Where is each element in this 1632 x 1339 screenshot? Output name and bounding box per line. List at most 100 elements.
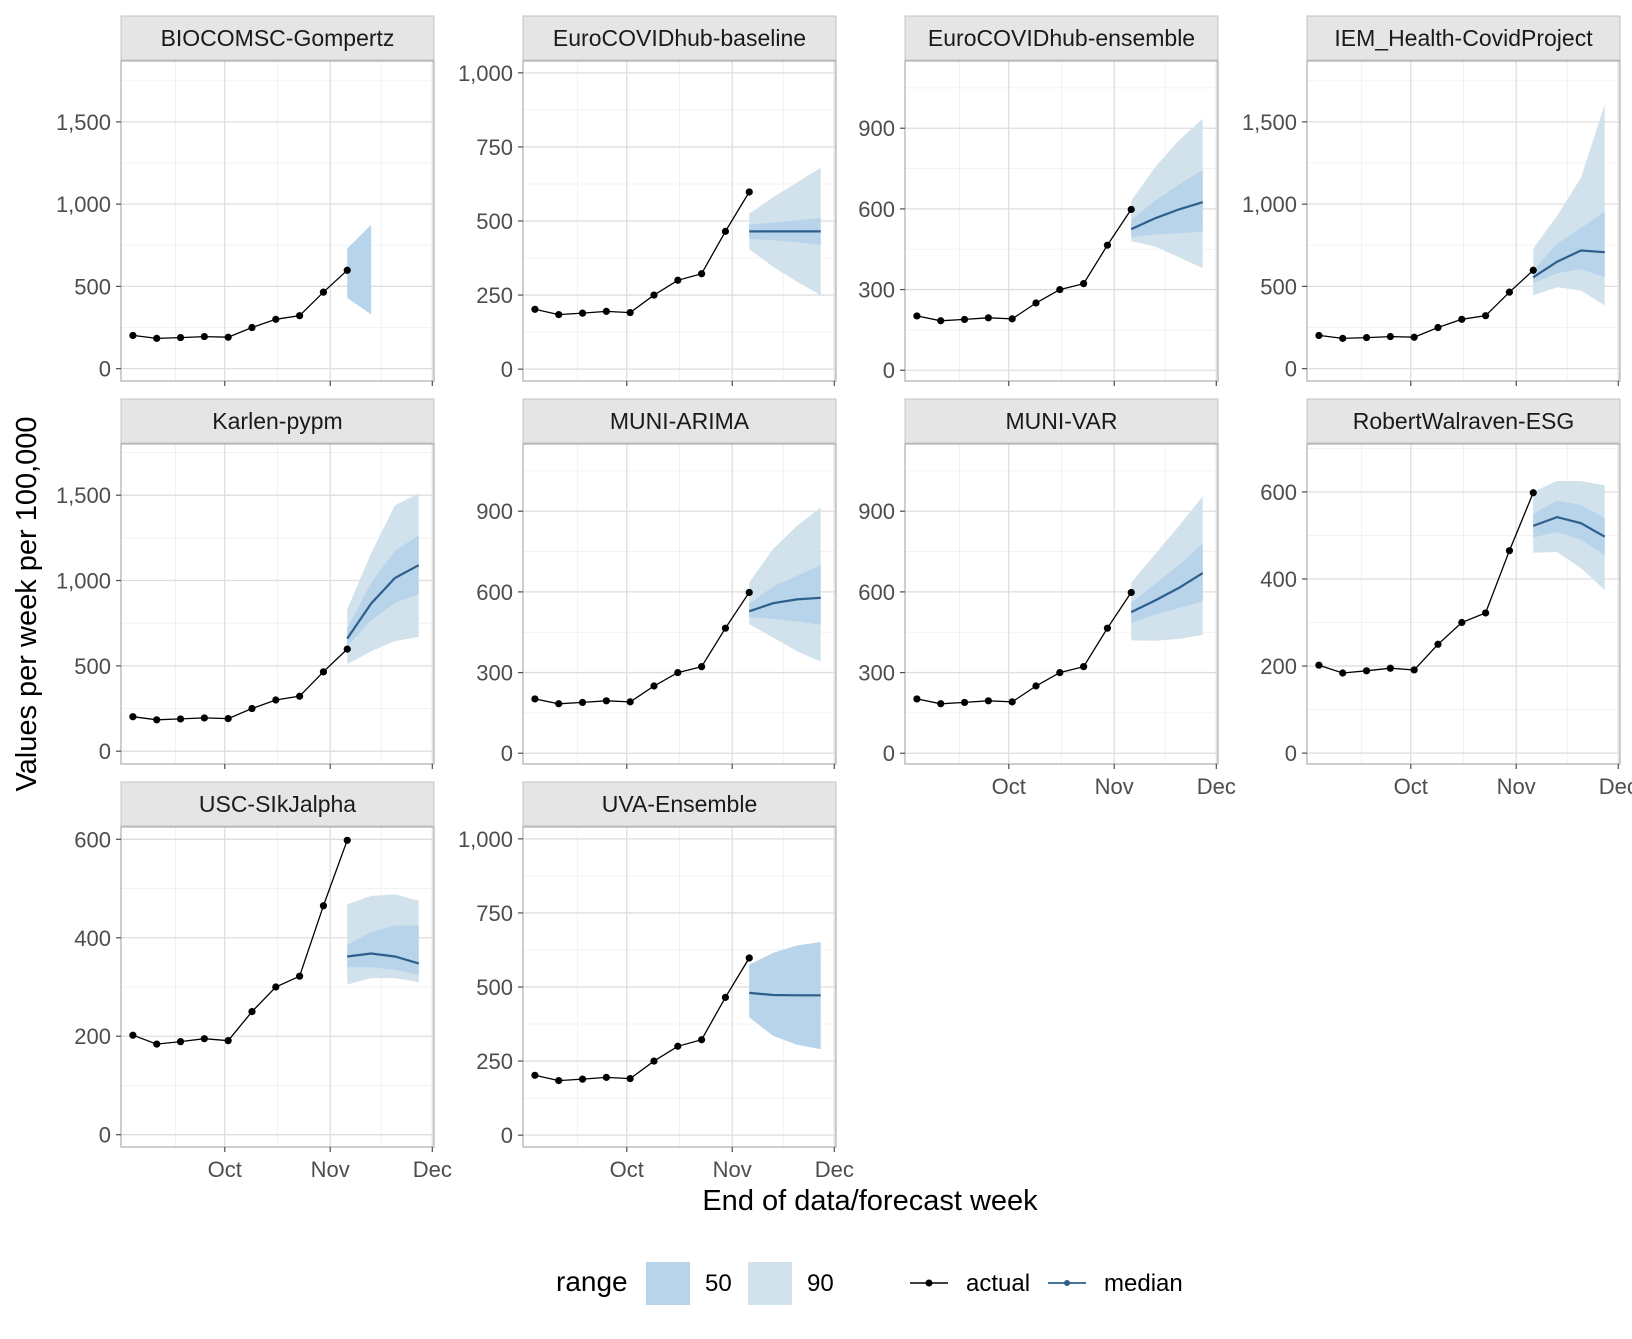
actual-line [916,592,1132,705]
y-tick-label: 750 [476,901,513,926]
actual-point [1339,334,1347,342]
actual-point [1315,331,1323,340]
median-line [1532,515,1606,538]
actual-line [132,648,348,721]
y-tick-label: 600 [74,827,111,852]
median-line [1532,249,1605,279]
actual-point [1386,332,1394,341]
x-tick-label: Nov [713,1157,752,1182]
facet-title: RobertWalraven-ESG [1353,408,1575,434]
actual-point [937,700,945,708]
actual-point [745,588,753,597]
facet-title: BIOCOMSC-Gompertz [161,25,395,51]
y-tick-label: 1,000 [458,61,513,86]
actual-point [984,314,992,322]
actual-point [272,983,280,991]
actual-point [1410,333,1418,341]
x-axis-title: End of data/forecast week [702,1185,1038,1217]
actual-point [319,288,328,296]
actual-point [555,700,563,708]
actual-point [1505,547,1514,555]
actual-point [602,307,610,315]
actual-point [200,1035,208,1043]
actual-point [1103,241,1112,249]
y-tick-label: 600 [476,580,513,605]
actual-point [913,312,921,320]
y-tick-label: 900 [858,499,895,524]
legend-swatch-50 [646,1262,690,1305]
median-line [749,991,821,997]
facet-strip [522,781,837,827]
x-tick-label: Oct [208,1157,242,1182]
actual-point [319,668,328,676]
actual-point [1434,640,1442,648]
y-tick-label: 900 [476,499,513,524]
panel-EuroCOVIDhub-baseline: EuroCOVIDhub-baseline 0 250 500 750 1,000 [458,15,837,386]
actual-point [176,333,185,342]
actual-line [1318,269,1534,340]
y-tick-label: 0 [1285,357,1297,382]
y-tick-label: 200 [1260,654,1297,679]
y-tick-label: 500 [74,274,111,299]
panel-BIOCOMSC-Gompertz: BIOCOMSC-Gompertz 0 500 1,000 1,500 [56,15,435,386]
panel-UVA-Ensemble: UVA-Ensemble 0 250 500 750 1,000 Oct Nov Dec [458,781,854,1182]
x-tick-label: Dec [1197,774,1236,799]
panels: BIOCOMSC-Gompertz 0 500 1,000 1,500 EuroCOVID… [56,15,1632,1182]
actual-point [555,311,563,319]
actual-point [721,993,730,1001]
panel-border [1306,60,1621,382]
actual-point [937,317,945,325]
panel-EuroCOVIDhub-ensemble: EuroCOVIDhub-ensemble 0 300 600 900 [858,15,1219,386]
actual-line [534,191,750,316]
x-tick-label: Oct [1394,774,1428,799]
actual-point [1032,299,1040,307]
legend-label-actual: actual [966,1270,1030,1297]
y-tick-label: 1,000 [458,827,513,852]
panel-border [120,60,435,382]
facet-title: USC-SIkJalpha [199,791,356,817]
facet-title: EuroCOVIDhub-ensemble [928,25,1195,51]
actual-point [272,696,280,704]
actual-point [129,713,137,721]
y-tick-label: 0 [99,739,111,764]
actual-point [1505,288,1514,296]
median-line [347,952,420,965]
y-tick-label: 1,500 [56,110,111,135]
y-tick-label: 300 [858,278,895,303]
actual-line [132,840,348,1045]
facet-strip [1306,15,1621,61]
y-tick-label: 500 [74,654,111,679]
actual-line [534,592,750,705]
facet-strip [522,398,837,444]
actual-point [1458,315,1466,323]
actual-point [698,1036,706,1044]
actual-point [721,624,730,632]
panel-border [120,826,435,1148]
actual-point [984,697,992,705]
panel-border [1306,443,1621,765]
actual-point [698,270,706,278]
actual-point [1127,588,1135,597]
actual-point [626,1074,634,1083]
actual-point [153,1040,161,1048]
actual-point [650,1057,658,1065]
actual-point [176,715,185,723]
actual-point [1458,618,1466,627]
panel-MUNI-ARIMA: MUNI-ARIMA 0 300 600 900 [476,398,837,769]
y-tick-label: 0 [501,357,513,382]
legend-label-50: 50 [705,1270,732,1297]
actual-point [343,266,351,274]
actual-point [1032,682,1040,690]
facet-title: UVA-Ensemble [602,791,758,817]
actual-point [153,716,161,724]
actual-point [153,334,161,342]
median-line [1130,201,1204,231]
legend: range 50 90 actual median [556,1262,1183,1305]
y-tick-label: 500 [476,975,513,1000]
panel-USC-SIkJalpha: USC-SIkJalpha 0 200 400 600 Oct Nov Dec [74,781,452,1182]
panel-border [120,443,435,765]
actual-point [1386,664,1394,672]
y-tick-label: 1,500 [1242,110,1297,135]
actual-point [1127,205,1135,214]
